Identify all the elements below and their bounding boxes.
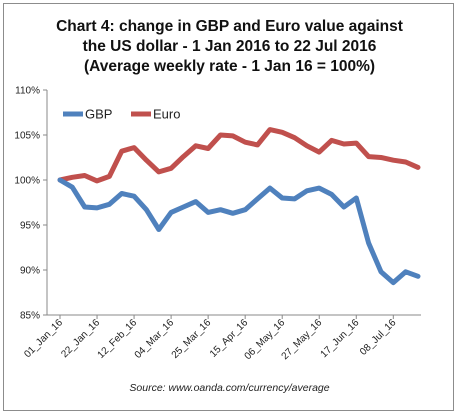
y-tick-label: 95% bbox=[20, 221, 40, 232]
x-tick-label: 01_Jan_16 bbox=[22, 317, 65, 360]
y-tick-label: 105% bbox=[14, 131, 40, 142]
chart-title-line-1: Chart 4: change in GBP and Euro value ag… bbox=[56, 18, 403, 35]
series-line-euro bbox=[57, 127, 421, 184]
chart-title-line-2: the US dollar - 1 Jan 2016 to 22 Jul 201… bbox=[82, 38, 377, 55]
y-tick-label: 100% bbox=[14, 176, 40, 187]
y-tick-label: 90% bbox=[20, 266, 40, 277]
x-tick-label: 25_Mar_16 bbox=[170, 317, 214, 361]
x-tick-label: 27_May_16 bbox=[280, 317, 325, 362]
legend-label-euro: Euro bbox=[153, 107, 180, 122]
series-line-gbp bbox=[57, 177, 421, 286]
chart-title-line-3: (Average weekly rate - 1 Jan 16 = 100%) bbox=[83, 58, 376, 75]
chart-source: Source: www.oanda.com/currency/average bbox=[129, 382, 330, 394]
x-tick-label: 17_Jun_16 bbox=[319, 317, 362, 360]
chart-title: Chart 4: change in GBP and Euro value ag… bbox=[4, 17, 455, 77]
x-tick-label: 08_Jul_16 bbox=[358, 317, 399, 358]
y-tick-label: 110% bbox=[15, 86, 40, 97]
legend-label-gbp: GBP bbox=[85, 107, 112, 122]
chart-frame: Chart 4: change in GBP and Euro value ag… bbox=[3, 3, 454, 411]
y-tick-label: 85% bbox=[20, 311, 40, 322]
